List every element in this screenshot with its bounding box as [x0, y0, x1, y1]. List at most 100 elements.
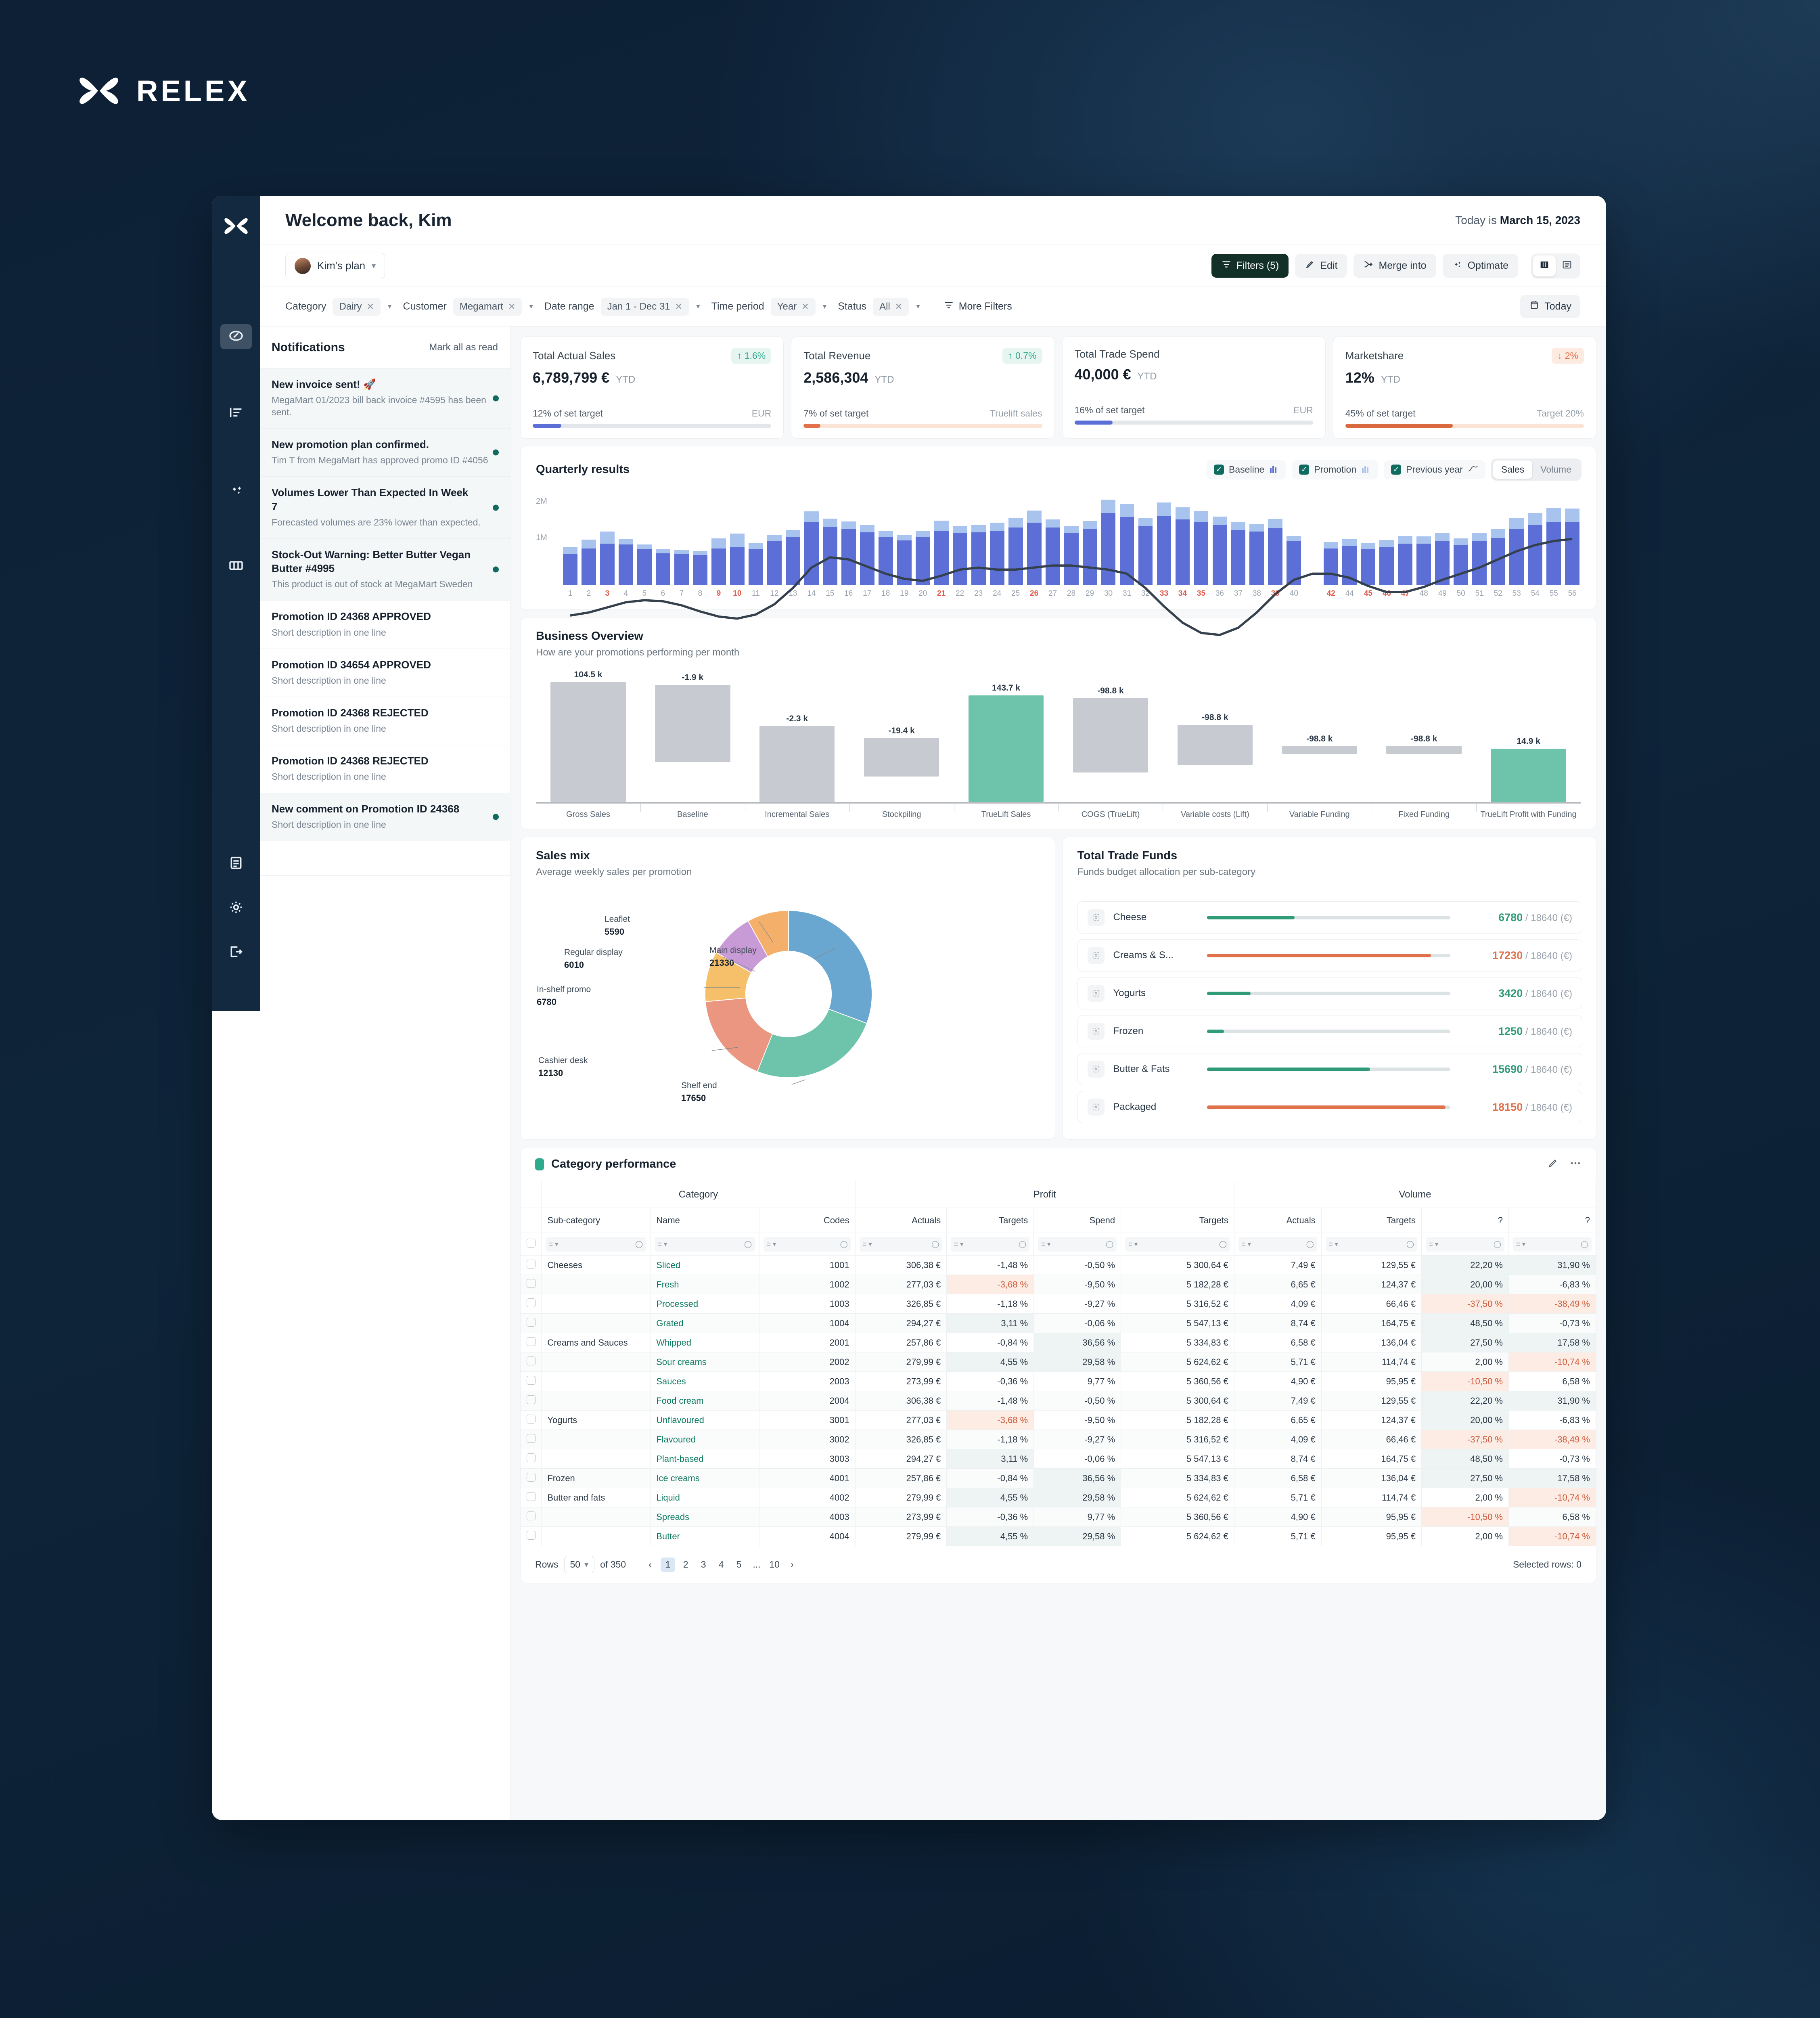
sidebar-item-logout[interactable]	[220, 942, 252, 963]
column-header-targets[interactable]: Targets	[1121, 1208, 1234, 1233]
more-filters-button[interactable]: More Filters	[943, 300, 1012, 313]
cell-name[interactable]: Whipped	[650, 1333, 760, 1352]
close-icon[interactable]: ✕	[801, 301, 809, 312]
row-select-cell[interactable]	[521, 1507, 542, 1527]
table-row[interactable]: Yogurts Unflavoured 3001 277,03 € -3,68 % -9,…	[521, 1410, 1596, 1430]
notification-item[interactable]: Promotion ID 24368 REJECTED Short descrip…	[260, 745, 510, 793]
row-select-cell[interactable]	[521, 1391, 542, 1411]
column-filter-box[interactable]: ≡ ▾ ◯	[655, 1237, 755, 1252]
cell-name[interactable]: Plant-based	[650, 1449, 760, 1469]
cell-name[interactable]: Sauces	[650, 1371, 760, 1391]
row-select-cell[interactable]	[521, 1275, 542, 1294]
row-select-cell[interactable]	[521, 1294, 542, 1314]
row-checkbox[interactable]	[526, 1298, 536, 1307]
row-checkbox[interactable]	[526, 1395, 536, 1404]
notification-item[interactable]: Promotion ID 24368 APPROVED Short descrip…	[260, 601, 510, 649]
column-filter-cell[interactable]: ≡ ▾ ◯	[759, 1233, 856, 1256]
select-all-cell[interactable]	[521, 1233, 542, 1256]
filter-chip-customer[interactable]: Megamart ✕	[453, 297, 522, 316]
row-checkbox[interactable]	[526, 1317, 536, 1327]
table-row[interactable]: Flavoured 3002 326,85 € -1,18 % -9,27 % 5 316…	[521, 1430, 1596, 1449]
column-filter-cell[interactable]: ≡ ▾ ◯	[1234, 1233, 1322, 1256]
column-filter-box[interactable]: ≡ ▾ ◯	[1325, 1237, 1418, 1252]
filter-chip-category[interactable]: Dairy ✕	[333, 297, 381, 316]
cell-name[interactable]: Sour creams	[650, 1352, 760, 1372]
column-filter-cell[interactable]: ≡ ▾ ◯	[650, 1233, 760, 1256]
next-page-button[interactable]: ›	[791, 1559, 794, 1570]
column-header-targets[interactable]: Targets	[946, 1208, 1034, 1233]
row-select-cell[interactable]	[521, 1352, 542, 1372]
column-filter-box[interactable]: ≡ ▾ ◯	[764, 1237, 851, 1252]
chevron-down-icon[interactable]: ▾	[387, 302, 392, 311]
table-row[interactable]: Creams and Sauces Whipped 2001 257,86 € -0,8…	[521, 1333, 1596, 1352]
column-header-sub-category[interactable]: Sub-category	[541, 1208, 651, 1233]
mark-all-as-read-button[interactable]: Mark all as read	[429, 341, 498, 353]
more-options-icon[interactable]	[1569, 1157, 1582, 1171]
notification-item[interactable]: Volumes Lower Than Expected In Week 7 For…	[260, 477, 510, 539]
column-filter-cell[interactable]: ≡ ▾ ◯	[541, 1233, 651, 1256]
rows-per-page-select[interactable]: 50 ▾	[564, 1556, 595, 1573]
row-select-cell[interactable]	[521, 1488, 542, 1507]
chevron-down-icon[interactable]: ▾	[696, 302, 700, 311]
page-button[interactable]: 4	[718, 1559, 724, 1570]
column-filter-box[interactable]: ≡ ▾ ◯	[951, 1237, 1030, 1252]
table-row[interactable]: Processed 1003 326,85 € -1,18 % -9,27 % 5 316…	[521, 1294, 1596, 1314]
filters-button[interactable]: Filters (5)	[1211, 254, 1289, 278]
trade-fund-row[interactable]: Packaged 18150 / 18640 (€)	[1077, 1091, 1582, 1123]
row-checkbox[interactable]	[526, 1414, 536, 1423]
cell-name[interactable]: Unflavoured	[650, 1410, 760, 1430]
chevron-down-icon[interactable]: ▾	[529, 302, 533, 311]
segment-sales[interactable]: Sales	[1493, 461, 1533, 479]
today-button[interactable]: Today	[1520, 295, 1580, 318]
sidebar-item-settings[interactable]	[220, 898, 252, 918]
notification-item[interactable]: Promotion ID 24368 REJECTED Short descrip…	[260, 697, 510, 745]
page-button[interactable]: ...	[753, 1559, 761, 1570]
row-checkbox[interactable]	[526, 1453, 536, 1462]
cell-name[interactable]: Grated	[650, 1313, 760, 1333]
optimate-button[interactable]: Optimate	[1442, 254, 1518, 278]
table-row[interactable]: Food cream 2004 306,38 € -1,48 % -0,50 % 5 30…	[521, 1391, 1596, 1411]
legend-promotion[interactable]: ✓ Promotion	[1292, 460, 1379, 479]
column-filter-cell[interactable]: ≡ ▾ ◯	[1121, 1233, 1234, 1256]
row-select-cell[interactable]	[521, 1371, 542, 1391]
checkbox-icon[interactable]: ✓	[1299, 465, 1310, 475]
donut-slice[interactable]	[757, 1009, 867, 1078]
close-icon[interactable]: ✕	[895, 301, 903, 312]
sidebar-item-list[interactable]	[220, 401, 252, 426]
column-header-spend[interactable]: Spend	[1033, 1208, 1121, 1233]
row-select-cell[interactable]	[521, 1449, 542, 1469]
close-icon[interactable]: ✕	[675, 301, 683, 312]
cell-name[interactable]: Butter	[650, 1526, 760, 1546]
cell-name[interactable]: Sliced	[650, 1255, 760, 1275]
filter-chip-status[interactable]: All ✕	[873, 297, 909, 316]
row-select-cell[interactable]	[521, 1430, 542, 1449]
column-filter-cell[interactable]: ≡ ▾ ◯	[946, 1233, 1034, 1256]
column-filter-box[interactable]: ≡ ▾ ◯	[546, 1237, 646, 1252]
cell-name[interactable]: Food cream	[650, 1391, 760, 1411]
column-filter-cell[interactable]: ≡ ▾ ◯	[1033, 1233, 1121, 1256]
column-filter-box[interactable]: ≡ ▾ ◯	[1125, 1237, 1230, 1252]
notification-item[interactable]: New promotion plan confirmed. Tim T from …	[260, 429, 510, 477]
row-checkbox[interactable]	[526, 1434, 536, 1443]
checkbox-icon[interactable]: ✓	[1214, 465, 1224, 475]
page-button[interactable]: 3	[701, 1559, 706, 1570]
column-filter-cell[interactable]: ≡ ▾ ◯	[855, 1233, 947, 1256]
table-row[interactable]: Butter 4004 279,99 €4,55 % 29,58 % 5 624,62 …	[521, 1526, 1596, 1546]
row-select-cell[interactable]	[521, 1526, 542, 1546]
table-row[interactable]: Plant-based 3003 294,27 €3,11 % -0,06 % 5 54…	[521, 1449, 1596, 1469]
row-checkbox[interactable]	[526, 1472, 536, 1482]
column-header--[interactable]: ?	[1508, 1208, 1596, 1233]
cell-name[interactable]: Processed	[650, 1294, 760, 1314]
trade-fund-row[interactable]: Butter & Fats 15690 / 18640 (€)	[1077, 1053, 1582, 1085]
trade-fund-row[interactable]: Creams & S... 17230 / 18640 (€)	[1077, 939, 1582, 971]
sidebar-item-reports[interactable]	[220, 854, 252, 874]
table-row[interactable]: Sour creams 2002 279,99 €4,55 % 29,58 % 5 62…	[521, 1352, 1596, 1372]
sidebar-item-calendar[interactable]	[220, 554, 252, 579]
chevron-down-icon[interactable]: ▾	[916, 302, 920, 311]
row-checkbox[interactable]	[526, 1530, 536, 1540]
row-select-cell[interactable]	[521, 1468, 542, 1488]
cell-name[interactable]: Liquid	[650, 1488, 760, 1507]
column-filter-cell[interactable]: ≡ ▾ ◯	[1421, 1233, 1509, 1256]
chevron-down-icon[interactable]: ▾	[822, 302, 827, 311]
cell-name[interactable]: Fresh	[650, 1275, 760, 1294]
